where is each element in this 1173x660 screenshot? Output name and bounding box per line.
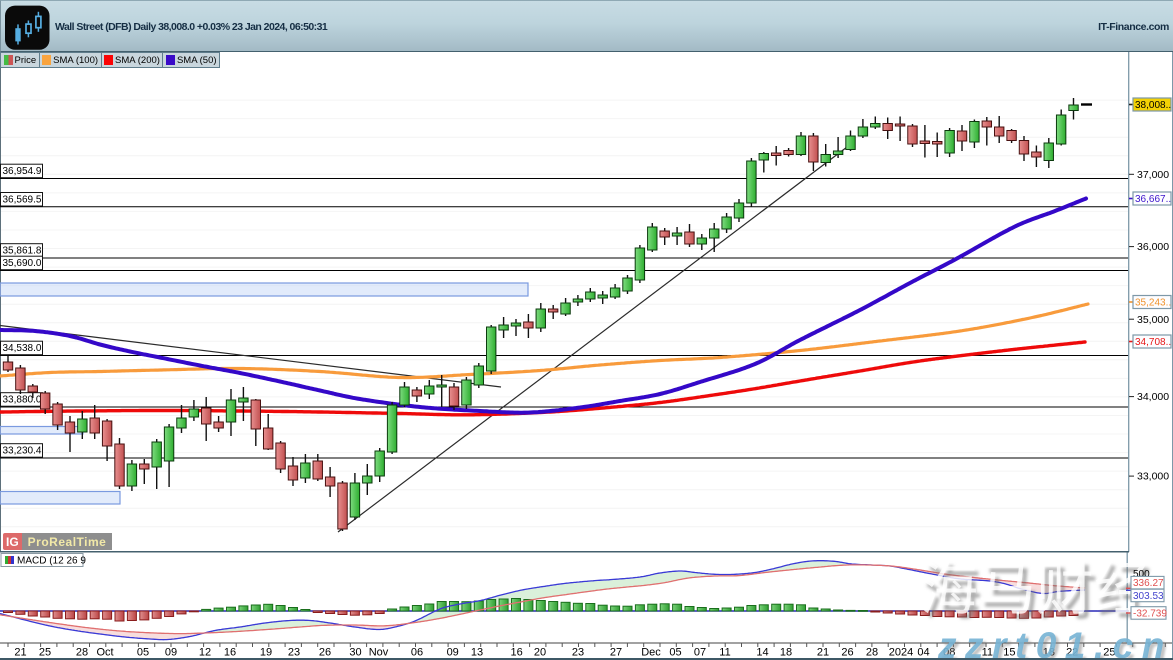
svg-text:22: 22 — [1066, 647, 1078, 659]
svg-text:35,690.0: 35,690.0 — [3, 258, 42, 269]
svg-text:33,000: 33,000 — [1137, 471, 1169, 483]
svg-text:16: 16 — [224, 647, 236, 659]
svg-text:28: 28 — [76, 647, 88, 659]
svg-text:06: 06 — [411, 647, 423, 659]
svg-text:11: 11 — [982, 647, 993, 659]
svg-text:34,000: 34,000 — [1137, 391, 1169, 403]
svg-text:36,667..: 36,667.. — [1135, 194, 1171, 205]
svg-text:09: 09 — [165, 647, 177, 659]
svg-text:Oct: Oct — [96, 647, 113, 659]
svg-text:07: 07 — [694, 647, 706, 659]
svg-text:18: 18 — [1043, 647, 1055, 659]
svg-text:303.53: 303.53 — [1133, 591, 1164, 602]
svg-text:23: 23 — [572, 647, 584, 659]
svg-text:19: 19 — [260, 647, 272, 659]
svg-text:34,708..: 34,708.. — [1135, 337, 1171, 348]
svg-text:28: 28 — [866, 647, 878, 659]
svg-text:Nov: Nov — [369, 647, 389, 659]
svg-text:26: 26 — [319, 647, 331, 659]
svg-text:23: 23 — [288, 647, 300, 659]
svg-text:34,538.0: 34,538.0 — [3, 343, 42, 354]
svg-text:33,230.4: 33,230.4 — [3, 446, 42, 457]
svg-text:26: 26 — [841, 647, 853, 659]
svg-text:05: 05 — [669, 647, 681, 659]
svg-text:MACD (12 26 9: MACD (12 26 9 — [17, 556, 86, 567]
svg-text:35,243..: 35,243.. — [1135, 297, 1171, 308]
svg-text:25: 25 — [39, 647, 51, 659]
svg-text:08: 08 — [943, 647, 955, 659]
svg-text:14: 14 — [756, 647, 768, 659]
svg-text:18: 18 — [780, 647, 792, 659]
svg-text:27: 27 — [610, 647, 622, 659]
svg-text:38,008..: 38,008.. — [1135, 100, 1171, 111]
svg-text:30: 30 — [349, 647, 361, 659]
svg-text:04: 04 — [917, 647, 929, 659]
svg-text:37,000: 37,000 — [1137, 169, 1169, 181]
svg-text:2024: 2024 — [889, 647, 913, 659]
svg-text:15: 15 — [1003, 647, 1015, 659]
svg-text:25: 25 — [1103, 647, 1115, 659]
svg-text:05: 05 — [137, 647, 149, 659]
svg-text:16: 16 — [510, 647, 522, 659]
svg-text:36,954.9: 36,954.9 — [3, 166, 42, 177]
svg-text:11: 11 — [719, 647, 730, 659]
svg-text:36,000: 36,000 — [1137, 241, 1169, 253]
svg-text:336.27: 336.27 — [1133, 578, 1164, 589]
svg-text:12: 12 — [199, 647, 211, 659]
svg-text:09: 09 — [447, 647, 459, 659]
svg-text:33,880.0: 33,880.0 — [3, 395, 42, 406]
svg-text:500: 500 — [1133, 569, 1150, 580]
svg-text:Dec: Dec — [641, 647, 661, 659]
svg-text:21: 21 — [14, 647, 26, 659]
svg-text:20: 20 — [534, 647, 546, 659]
svg-text:35,000: 35,000 — [1137, 314, 1169, 326]
svg-text:35,861.8: 35,861.8 — [3, 246, 42, 257]
svg-text:21: 21 — [817, 647, 829, 659]
svg-text:13: 13 — [471, 647, 483, 659]
svg-text:-32.739: -32.739 — [1133, 608, 1167, 619]
svg-text:36,569.5: 36,569.5 — [3, 195, 42, 206]
